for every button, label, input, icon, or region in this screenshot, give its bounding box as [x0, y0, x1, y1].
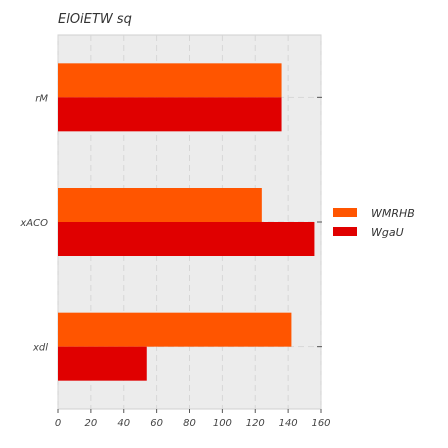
- legend-swatch-0: [333, 208, 357, 217]
- x-tick-label: 0: [55, 418, 61, 429]
- x-axis-ticks: 0 20 40 60 80 100 120 140 160: [55, 409, 331, 429]
- bar-WMRHB-xdl: [58, 312, 292, 347]
- bar-WMRHB-rM: [58, 63, 282, 98]
- x-tick-label: 60: [150, 418, 163, 429]
- legend-label-1: WgaU: [371, 226, 404, 239]
- legend: WMRHB WgaU: [333, 207, 415, 239]
- y-tick-label: xACO: [19, 218, 48, 229]
- y-axis-ticks: rM xACO xdl: [19, 93, 322, 354]
- y-tick-label: rM: [35, 93, 48, 104]
- x-tick-label: 160: [311, 418, 330, 429]
- bar-WMRHB-xACO: [58, 188, 262, 222]
- x-tick-label: 20: [85, 418, 98, 429]
- x-tick-label: 140: [279, 418, 298, 429]
- bar-WgaU-xdl: [58, 346, 147, 381]
- x-tick-label: 100: [213, 418, 232, 429]
- bar-WgaU-rM: [58, 97, 282, 132]
- x-tick-label: 40: [117, 418, 130, 429]
- x-tick-label: 120: [246, 418, 265, 429]
- legend-label-0: WMRHB: [371, 207, 415, 220]
- chart-title: ElOiETW sq: [58, 12, 132, 27]
- y-tick-label: xdl: [32, 343, 48, 354]
- bars: [58, 63, 315, 381]
- bar-WgaU-xACO: [58, 222, 315, 256]
- legend-swatch-1: [333, 227, 357, 236]
- x-tick-label: 80: [183, 418, 196, 429]
